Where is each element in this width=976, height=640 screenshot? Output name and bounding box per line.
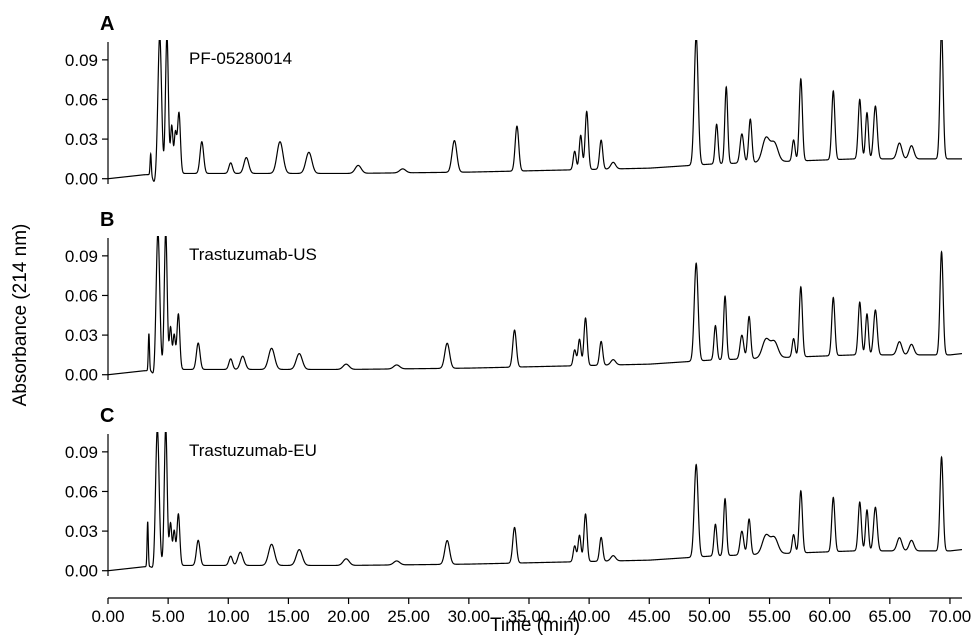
x-tick-label: 30.00 [448, 607, 491, 626]
y-tick-label: 0.06 [65, 286, 98, 305]
panel-b: 0.00 0.03 0.06 0.09B Trastuzumab-US [65, 209, 962, 385]
y-tick-label: 0.03 [65, 326, 98, 345]
panel-letter: A [100, 13, 114, 35]
x-tick-label: 0.00 [91, 607, 124, 626]
y-axis-title: Absorbance (214 nm) [10, 224, 31, 407]
panels: 0.000.030.060.09APF-052800140.000.030.06… [65, 13, 962, 581]
x-tick-label: 45.00 [628, 607, 671, 626]
x-tick-label: 50.00 [688, 607, 731, 626]
y-tick-label: 0.00 [65, 366, 98, 385]
panel-letter: C [100, 405, 114, 427]
y-tick-label: 0.09 [65, 247, 98, 266]
x-tick-label: 40.00 [568, 607, 611, 626]
panel-c: 0.00 0.03 0.06 0.09C Trastuzumab-EU [65, 405, 962, 581]
x-tick-label: 60.00 [808, 607, 851, 626]
panel-a: 0.00 0.03 0.06 0.09A PF-05280014 [65, 13, 962, 189]
series-label: Trastuzumab-US [189, 245, 317, 264]
x-tick-label: 65.00 [869, 607, 912, 626]
x-tick-label: 5.00 [152, 607, 185, 626]
y-tick-label: 0.06 [65, 90, 98, 109]
x-tick-label: 15.00 [267, 607, 310, 626]
x-tick-label: 20.00 [327, 607, 370, 626]
y-tick-label: 0.00 [65, 562, 98, 581]
trace-c [108, 432, 962, 572]
y-tick-label: 0.09 [65, 443, 98, 462]
trace-b [108, 236, 962, 376]
x-tick-label: 70.00 [929, 607, 972, 626]
x-axis-title: Time (min) [490, 615, 580, 636]
panel-letter: B [100, 209, 114, 231]
x-tick-label: 25.00 [387, 607, 430, 626]
y-tick-label: 0.00 [65, 170, 98, 189]
x-axis: 0.00 5.00 10.00 15.00 20.00 25.00 30.00 35.00 40… [91, 597, 972, 626]
y-tick-label: 0.09 [65, 51, 98, 70]
series-label: PF-05280014 [189, 49, 292, 68]
y-tick-label: 0.03 [65, 130, 98, 149]
trace-a [108, 40, 962, 182]
series-label: Trastuzumab-EU [189, 441, 317, 460]
y-tick-label: 0.03 [65, 522, 98, 541]
x-tick-label: 55.00 [748, 607, 791, 626]
x-tick-label: 35.00 [508, 607, 551, 626]
x-tick-label: 10.00 [207, 607, 250, 626]
y-tick-label: 0.06 [65, 482, 98, 501]
